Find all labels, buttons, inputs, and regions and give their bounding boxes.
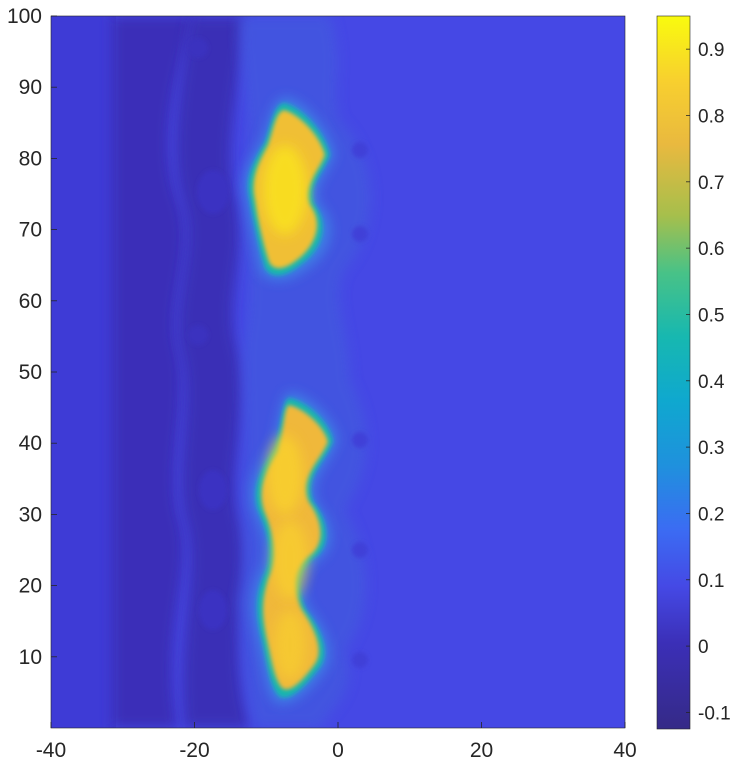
x-tick-label: -20 bbox=[179, 739, 209, 760]
x-tick-label: 0 bbox=[332, 739, 344, 760]
dimple bbox=[188, 38, 208, 58]
colorbar-tick-label: 0.1 bbox=[698, 571, 724, 592]
y-tick-label: 80 bbox=[19, 147, 42, 170]
colorbar-tick-label: 0.7 bbox=[698, 173, 724, 194]
colorbar: -0.1 0 0.1 0.2 0.3 0.4 0.5 0.6 0.7 0.8 0.9 bbox=[656, 15, 731, 730]
colorbar-tick-label: 0 bbox=[698, 637, 709, 658]
x-axis: -40 -20 0 20 40 bbox=[36, 722, 637, 760]
colorbar-tick-label: 0.8 bbox=[698, 106, 724, 127]
colorbar-tick-label: 0.9 bbox=[698, 40, 724, 61]
y-tick-label: 60 bbox=[19, 290, 42, 313]
y-tick-label: 10 bbox=[19, 646, 42, 669]
colorbar-tick-label: 0.5 bbox=[698, 305, 724, 326]
y-tick-label: 70 bbox=[19, 219, 42, 242]
dimple bbox=[352, 432, 368, 448]
y-tick-label: 50 bbox=[19, 361, 42, 384]
dimple bbox=[197, 170, 229, 214]
trough-core bbox=[175, 16, 250, 728]
colorbar-tick-label: 0.3 bbox=[698, 438, 724, 459]
y-tick-label: 30 bbox=[19, 503, 42, 526]
x-tick-label: -40 bbox=[36, 739, 66, 760]
y-tick-label: 90 bbox=[19, 76, 42, 99]
dimple bbox=[352, 652, 368, 668]
trough-band bbox=[112, 16, 195, 728]
colorbar-gradient bbox=[656, 15, 691, 730]
hot-region-lower bbox=[250, 392, 338, 704]
x-tick-label: 20 bbox=[470, 739, 493, 760]
colorbar-ticks: -0.1 0 0.1 0.2 0.3 0.4 0.5 0.6 0.7 0.8 0.9 bbox=[686, 40, 731, 724]
left-edge-band bbox=[51, 16, 116, 728]
dimple bbox=[352, 226, 368, 242]
y-tick-label: 40 bbox=[19, 432, 42, 455]
dimple bbox=[352, 142, 368, 158]
y-tick-label: 20 bbox=[19, 575, 42, 598]
colorbar-tick-label: 0.4 bbox=[698, 372, 725, 393]
colorbar-tick-label: -0.1 bbox=[698, 703, 731, 724]
dimple bbox=[188, 325, 208, 345]
y-axis: 10 20 30 40 50 60 70 80 90 100 bbox=[7, 5, 57, 669]
colorbar-tick-label: 0.2 bbox=[698, 504, 724, 525]
y-tick-label: 100 bbox=[7, 5, 42, 28]
x-tick-label: 40 bbox=[613, 739, 636, 760]
dimple bbox=[199, 590, 227, 630]
hot-region-upper bbox=[242, 97, 335, 281]
dimple bbox=[352, 542, 368, 558]
dimple bbox=[199, 470, 227, 510]
plot-area bbox=[51, 16, 625, 728]
colorbar-tick-label: 0.6 bbox=[698, 239, 724, 260]
